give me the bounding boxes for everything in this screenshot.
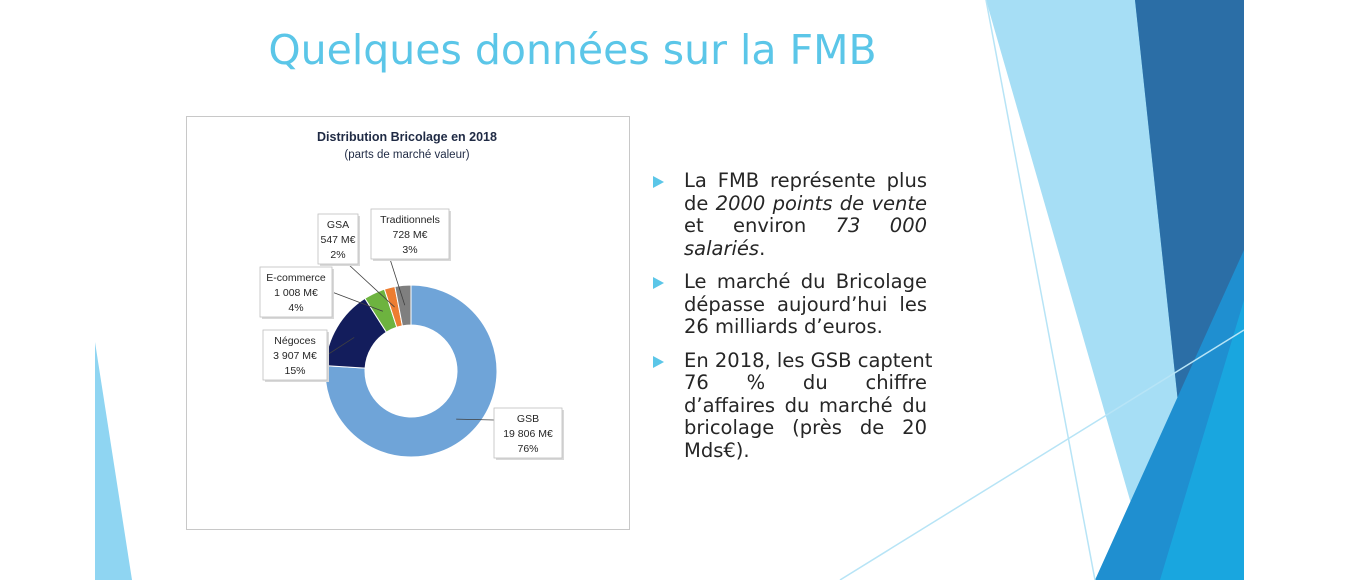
label-name-negoces: Négoces <box>274 335 315 347</box>
bullet-text: 26 milliards d’euros. <box>684 315 883 338</box>
slide-title: Quelques données sur la FMB <box>268 26 877 74</box>
donut-labels: GSB 19 806 M€ 76% Négoces 3 907 M€ 15% E-comme… <box>259 208 564 460</box>
label-value-gsa: 547 M€ <box>320 234 355 246</box>
label-box-negoces <box>262 329 328 381</box>
bullet-text: et environ <box>684 214 836 237</box>
leader-line-gsb <box>456 418 495 421</box>
bullet-item: Le marché du Bricolage dépasse aujourd’hu… <box>651 270 927 339</box>
label-name-traditionnels: Traditionnels <box>380 214 440 226</box>
label-percent-gsa: 2% <box>330 249 345 261</box>
label-name-gsa: GSA <box>327 219 349 231</box>
label-name-e-commerce: E-commerce <box>266 272 326 284</box>
label-box-traditionnels <box>370 208 450 260</box>
leader-line-negoces <box>326 337 355 356</box>
slice-traditionnels <box>394 284 412 327</box>
label-value-e-commerce: 1 008 M€ <box>274 287 318 299</box>
left-deco-triangle <box>95 342 132 580</box>
label-box-gsa <box>317 213 359 265</box>
bullet-text: La FMB représente plus <box>684 169 927 192</box>
bullet-line: d’affaires du marché du <box>684 393 927 418</box>
bullet-text: bricolage (près de 20 <box>684 416 927 439</box>
bullet-line: salariés. <box>684 236 927 261</box>
bullet-item: En 2018, les GSB captent 76 % du chiffre d… <box>651 349 932 463</box>
bullet-line: La FMB représente plus <box>684 169 927 193</box>
slice-gsb <box>324 284 498 458</box>
slide-decoration <box>95 0 1244 580</box>
label-name-gsb: GSB <box>517 413 539 425</box>
bullet-text: 76 % du chiffre <box>684 371 927 394</box>
right-deco-light-band <box>986 0 1197 580</box>
bullet-item: La FMB représente plus de 2000 points de … <box>651 169 928 261</box>
bullet-emphasis-text: 2000 points de vente <box>715 191 927 215</box>
leader-line-gsa <box>347 263 395 308</box>
bullet-text: En 2018, les GSB captent <box>684 348 933 372</box>
bullet-line: 76 % du chiffre <box>684 371 927 395</box>
chart-frame: Distribution Bricolage en 2018 (parts de… <box>186 116 630 530</box>
bullet-line: Le marché du Bricolage <box>684 270 927 294</box>
right-deco-corner <box>1160 300 1244 580</box>
bullet-text: Le marché du Bricolage <box>684 270 927 293</box>
bullet-line: de 2000 points de vente <box>684 191 927 216</box>
bullet-text: dépasse aujourd’hui les <box>684 292 927 316</box>
label-box-gsb <box>493 407 563 459</box>
bullet-text: d’affaires du marché du <box>684 393 927 417</box>
label-percent-negoces: 15% <box>284 365 305 377</box>
bullet-line: et environ 73 000 <box>684 214 928 238</box>
bullet-text: de <box>684 191 716 215</box>
bullet-line: 26 milliards d’euros. <box>684 315 927 339</box>
right-letterbox <box>1244 0 1366 580</box>
bullet-emphasis-text: salariés <box>684 236 760 260</box>
label-value-gsb: 19 806 M€ <box>503 428 553 440</box>
bullet-line: En 2018, les GSB captent <box>684 349 932 373</box>
deco-line-1 <box>985 0 1096 580</box>
bullet-text: Mds€). <box>684 438 750 462</box>
chart-title: Distribution Bricolage en 2018 <box>317 130 497 144</box>
bullet-arrow-icon <box>653 277 664 289</box>
left-letterbox <box>0 0 95 580</box>
bullet-line: dépasse aujourd’hui les <box>684 292 927 317</box>
label-value-negoces: 3 907 M€ <box>273 350 317 362</box>
deco-line-2 <box>839 329 1244 580</box>
bullet-arrow-icon <box>653 355 664 368</box>
chart-subtitle: (parts de marché valeur) <box>344 149 469 161</box>
bullet-arrow-icon <box>653 176 664 188</box>
bullet-list: La FMB représente plus de 2000 points de … <box>651 169 932 473</box>
bullet-line: Mds€). <box>684 438 927 463</box>
bullet-text: . <box>759 236 766 260</box>
label-value-traditionnels: 728 M€ <box>392 229 427 241</box>
label-box-e-commerce <box>259 266 333 318</box>
leader-line-e-commerce <box>331 291 384 312</box>
label-percent-gsb: 76% <box>517 443 538 455</box>
bullet-line: bricolage (près de 20 <box>684 416 927 440</box>
donut-chart: Distribution Bricolage en 2018 (parts de… <box>259 130 564 460</box>
donut-slices <box>324 284 498 458</box>
label-percent-e-commerce: 4% <box>288 302 303 314</box>
slide: Quelques données sur la FMB Distribution… <box>95 0 1244 580</box>
bullet-emphasis-text: 73 000 <box>835 214 928 237</box>
label-percent-traditionnels: 3% <box>402 244 417 256</box>
leader-line-traditionnels <box>389 258 406 306</box>
